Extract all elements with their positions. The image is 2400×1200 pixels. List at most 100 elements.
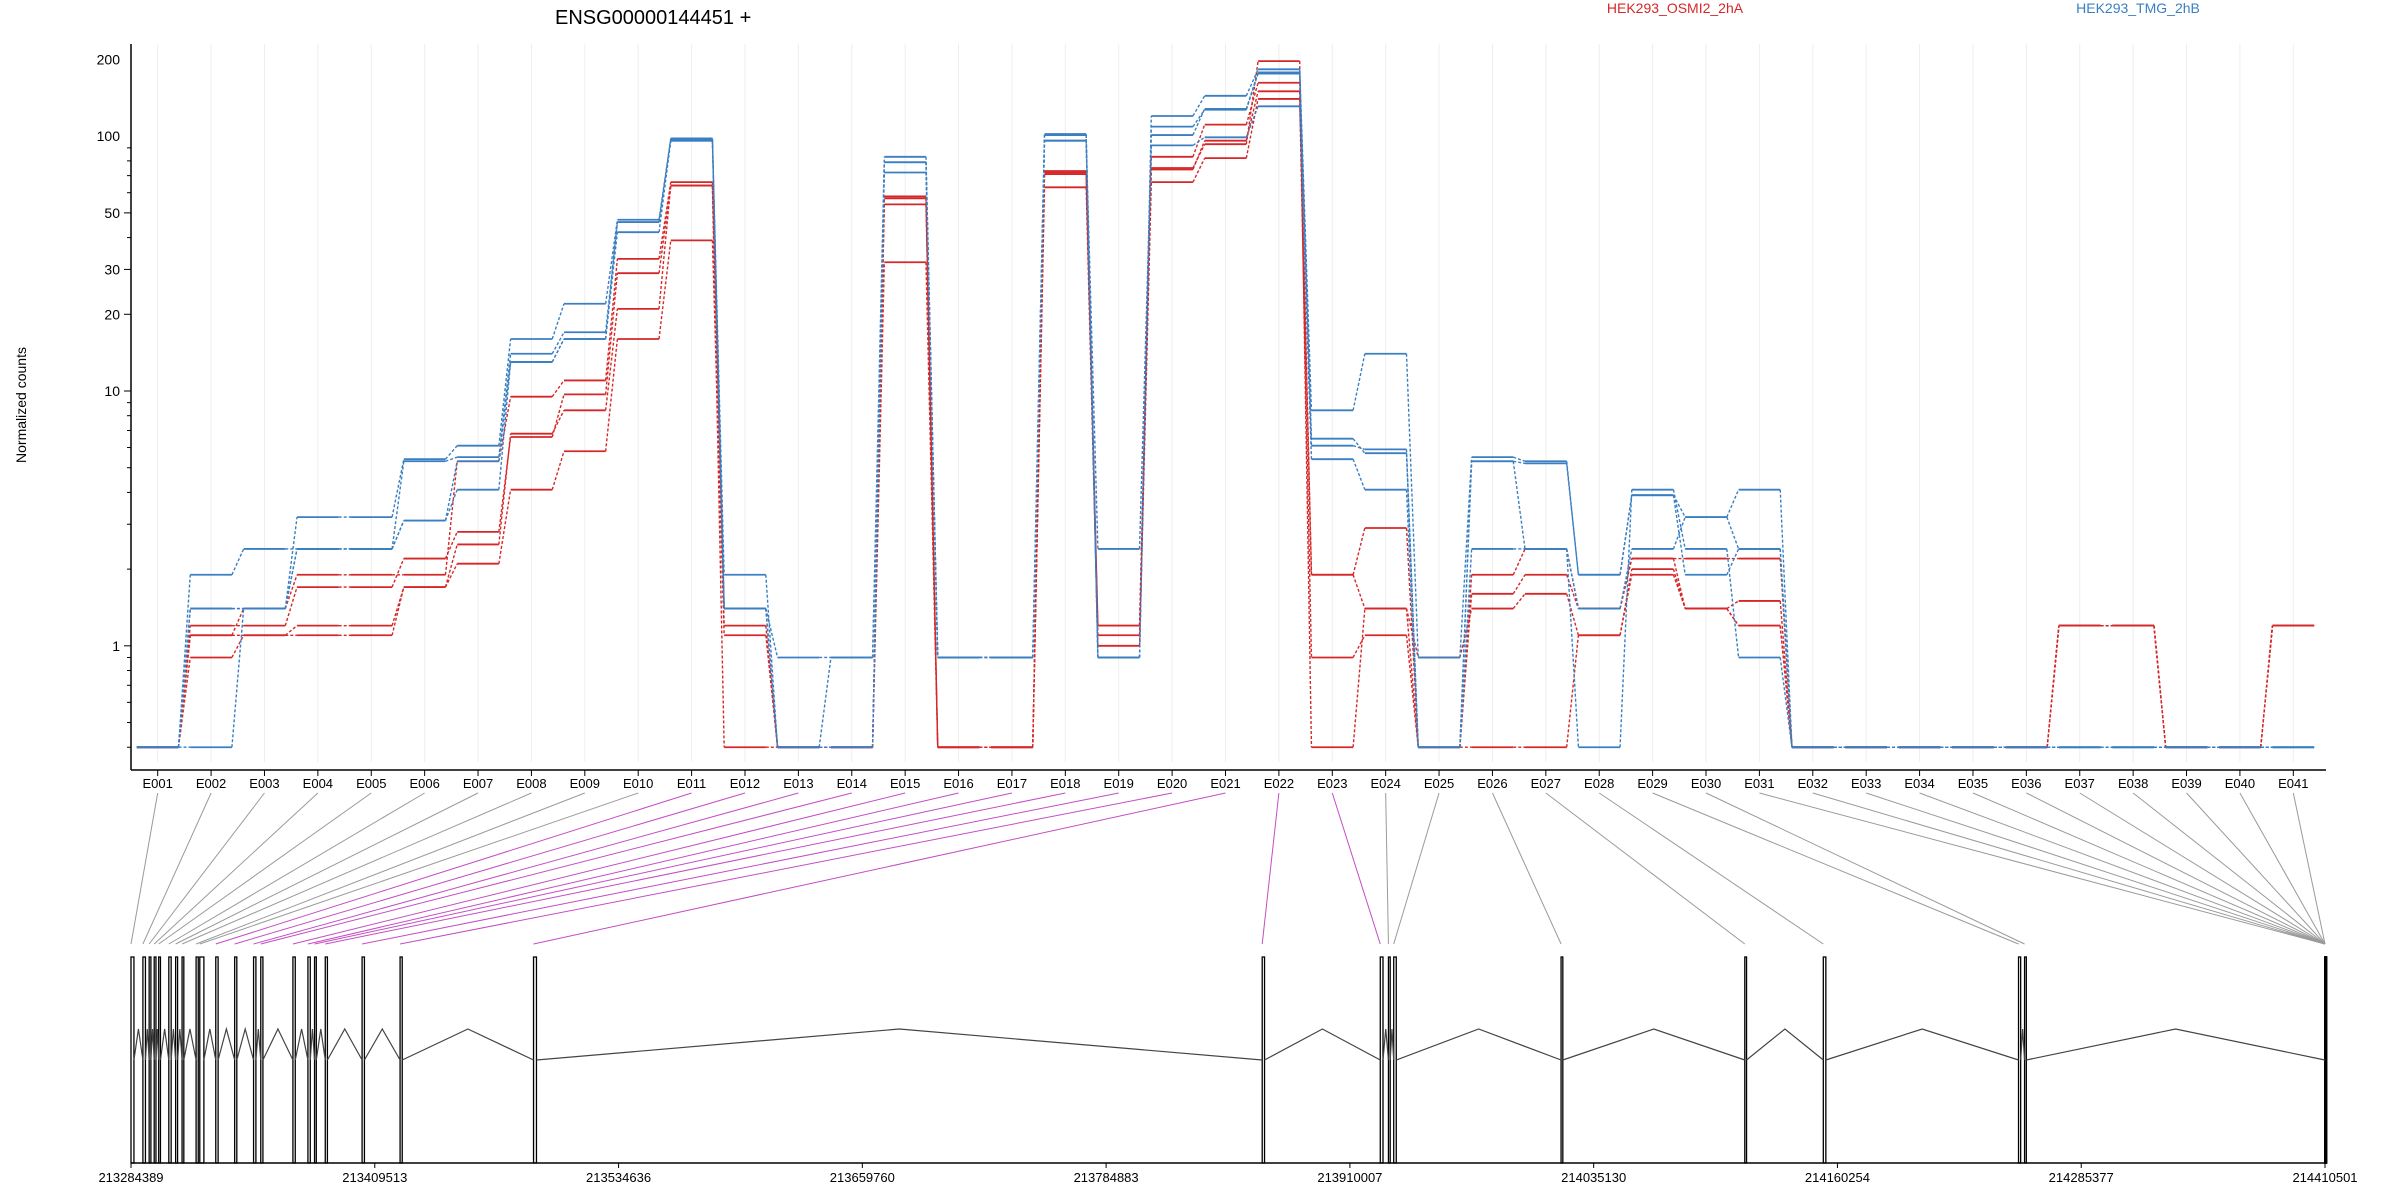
series-layer [136,60,2315,749]
connector-e022 [1261,792,1280,945]
series-7-connector [231,608,245,748]
connector-e007 [175,792,479,945]
series-6-connector [1565,548,1580,609]
connector-e004 [153,792,319,945]
series-8-connector [177,608,191,748]
series-4-connector [1299,61,1313,748]
connector-e018 [325,792,1066,945]
series-8-connector [284,548,298,609]
connector-e005 [158,792,372,945]
x-tick-label-e022: E022 [1264,776,1294,791]
y-tick-label: 50 [104,205,120,221]
series-6-connector [1459,548,1473,748]
connector-e034 [1919,792,2326,945]
series-8-connector [1352,445,1366,451]
exon-grid [157,44,2294,762]
intron-link [363,1027,401,1061]
series-6-connector [1672,516,1686,550]
gene-exon-e041 [2324,956,2328,1164]
series-8-connector [1245,72,1259,110]
series-4-connector [711,185,725,748]
series-5-connector [1192,136,1206,146]
intron-link [1382,1028,1390,1061]
legend-entry-tmg: HEK293_TMG_2hB [2076,0,2200,16]
intron-link [159,1028,170,1061]
connector-e017 [314,792,1013,945]
series-1-connector [1672,574,1686,609]
connector-e002 [142,792,212,945]
connector-e032 [1812,792,2325,945]
series-2-connector [604,273,619,395]
series-8-connector [765,608,779,748]
series-1-connector [604,338,619,452]
series-4-connector [284,625,298,636]
series-4-connector [1138,167,1152,626]
series-7-connector [604,219,619,304]
series-8-connector [1032,140,1046,658]
intron-link [155,1028,160,1061]
intron-link [2026,1028,2325,1061]
x-tick-label-e008: E008 [516,776,546,791]
series-5-connector [498,361,512,490]
intron-link [401,1028,534,1061]
connector-e035 [1972,792,2326,945]
series-2-connector [391,558,405,588]
series-1-connector [444,563,458,588]
series-3-connector [925,198,939,748]
intron-link [1389,1028,1395,1061]
series-1-connector [1299,98,1313,658]
connector-e036 [2026,792,2326,945]
series-4-connector [1192,143,1206,169]
connector-e029 [1652,792,2019,945]
series-7-connector [1565,461,1580,575]
x-tick-label-e032: E032 [1798,776,1828,791]
x-tick-label-e018: E018 [1050,776,1080,791]
genomic-tick-label: 213409513 [342,1170,407,1185]
connector-e023 [1331,792,1381,945]
series-4-connector [2260,625,2274,748]
series-3-connector [284,574,298,609]
x-tick-label-e007: E007 [463,776,493,791]
series-8-connector [871,162,886,748]
x-tick-label-e012: E012 [730,776,760,791]
series-1-connector [1565,635,1580,748]
series-1-connector [551,451,565,490]
y-tick-label: 200 [97,51,121,67]
series-8-connector [925,162,939,658]
connector-e041 [2292,792,2326,945]
series-8-connector [1619,489,1633,748]
series-4-connector [551,409,565,434]
series-4-connector [1032,174,1046,748]
connector-e028 [1598,792,1824,945]
x-tick-label-e027: E027 [1531,776,1561,791]
series-4-connector [391,586,405,626]
intron-link [309,1028,316,1061]
y-axis: 1 10 20 30 50 100 200 [97,44,132,770]
x-tick-label-e015: E015 [890,776,920,791]
intron-link [236,1026,255,1061]
series-3-connector [1352,527,1366,575]
intron-link [1264,1028,1381,1061]
series-7-connector [1779,489,1793,748]
genomic-tick-label: 214410501 [2292,1170,2357,1185]
series-5-connector [1245,106,1259,138]
series-4-connector [1245,61,1259,145]
series-5-connector [1565,463,1580,575]
connector-e030 [1705,792,2025,945]
y-tick-label: 20 [104,306,120,322]
y-axis-label: Normalized counts [13,347,29,463]
x-tick-label-e029: E029 [1637,776,1667,791]
connector-e037 [2079,792,2326,945]
series-8-connector [444,461,458,521]
series-4-connector [1672,568,1686,609]
series-2-connector [284,586,298,626]
series-3-connector [1299,82,1313,575]
connector-e016 [307,792,959,945]
connector-e021 [533,792,1226,945]
series-2-connector [1512,574,1526,595]
x-tick-label-e016: E016 [943,776,973,791]
intron-link [1746,1028,1824,1061]
series-4-connector [1619,568,1633,636]
